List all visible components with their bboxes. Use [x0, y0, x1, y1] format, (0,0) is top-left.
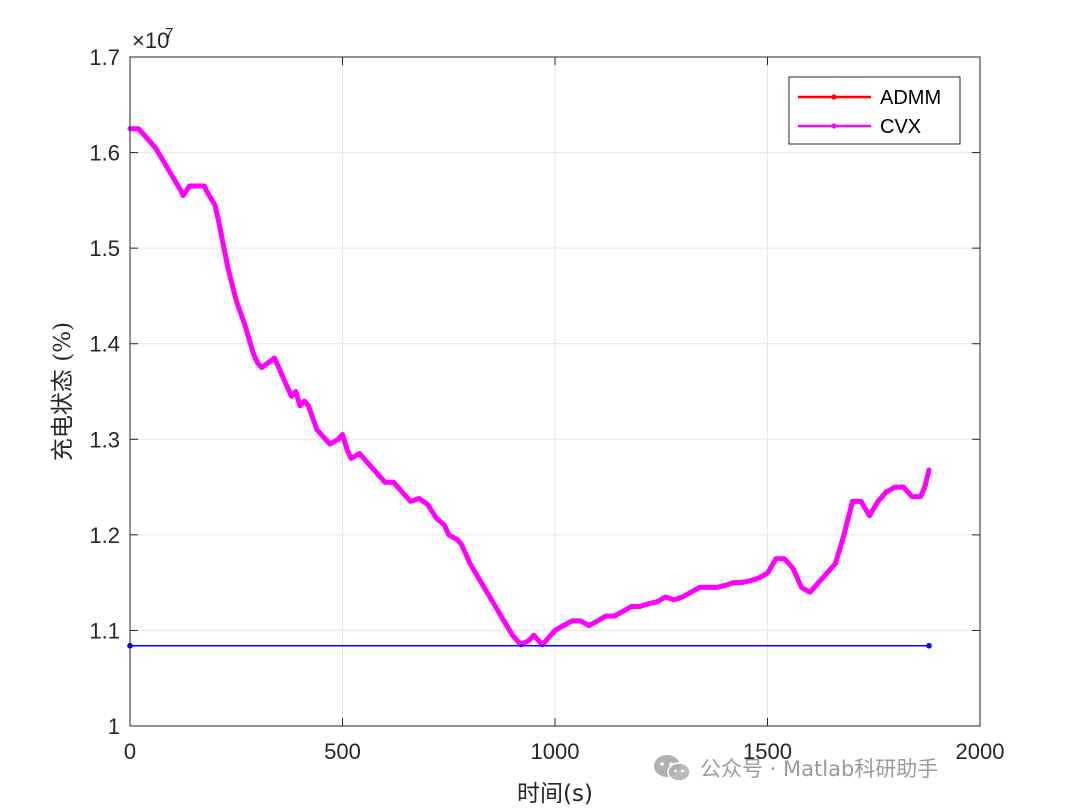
y-axis-label: 充电状态 (%)	[50, 322, 76, 461]
series-lines	[127, 126, 932, 649]
y-tick-label: 1	[108, 714, 120, 739]
y-tick-label: 1.4	[89, 332, 120, 357]
legend: ADMM CVX	[788, 76, 961, 145]
y-multiplier-exponent: 7	[165, 25, 173, 42]
y-tick-label: 1.1	[89, 618, 120, 643]
y-tick-label: 1.5	[89, 236, 120, 261]
x-tick-label: 500	[324, 739, 361, 764]
x-tick-label: 1500	[743, 739, 792, 764]
series-marker-admm	[926, 642, 932, 649]
y-axis-multiplier: ×10 7	[132, 25, 173, 53]
legend-marker	[831, 123, 837, 129]
x-tick-label: 0	[124, 739, 136, 764]
y-tick-label: 1.6	[89, 141, 120, 166]
x-tick-label: 2000	[956, 739, 1005, 764]
series-line-cvx	[127, 126, 932, 648]
y-multiplier-base: ×10	[132, 28, 169, 53]
y-tick-label: 1.2	[89, 523, 120, 548]
legend-box	[788, 76, 961, 145]
axis-ticks: 0 500 1000 1500 2000 1 1.1 1.2 1.3 1.4 1.5 1.6 1.7	[89, 45, 1004, 764]
watermark: 公众号 · Matlab科研助手	[652, 750, 938, 786]
legend-label: CVX	[880, 116, 921, 138]
x-axis-label: 时间(s)	[517, 781, 593, 807]
watermark-text: 公众号 · Matlab科研助手	[700, 757, 939, 781]
y-tick-label: 1.7	[89, 45, 120, 70]
y-tick-label: 1.3	[89, 427, 120, 452]
legend-label: ADMM	[880, 87, 941, 109]
x-tick-label: 1000	[531, 739, 580, 764]
wechat-icon	[654, 755, 691, 782]
grid-lines	[130, 57, 980, 726]
legend-marker	[831, 94, 837, 100]
